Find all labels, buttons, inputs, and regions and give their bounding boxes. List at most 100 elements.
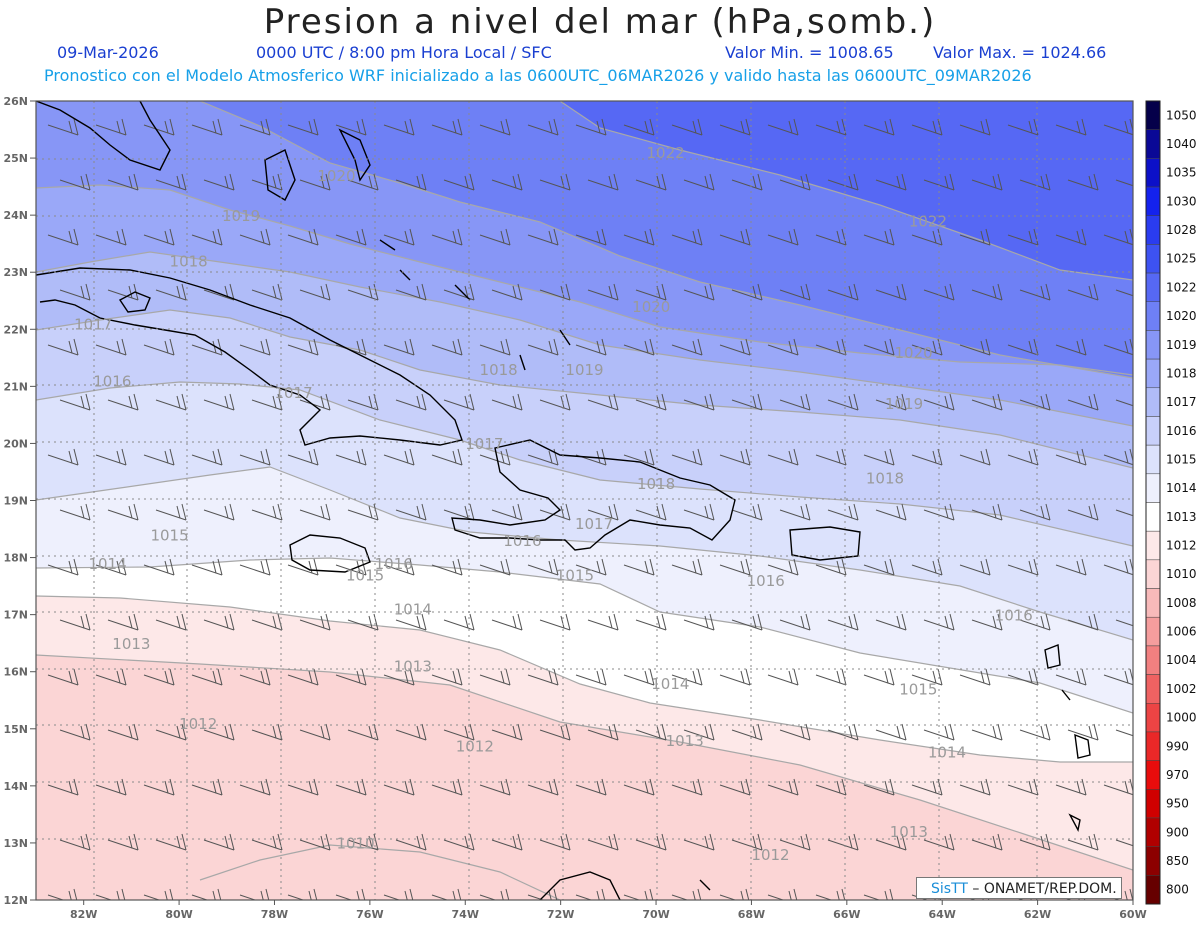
lat-label-25n: 25N (3, 152, 28, 165)
wind-barb (1007, 228, 1039, 246)
wind-barb (1067, 173, 1099, 191)
wind-barb (1007, 668, 1039, 686)
wind-barb (431, 228, 463, 246)
lesser-antilles-coast (1044, 644, 1091, 833)
wind-barb (671, 448, 703, 466)
wind-barb (815, 668, 847, 686)
wind-barb (287, 888, 318, 900)
colorbar-label: 1022 (1166, 280, 1197, 294)
wind-barb (383, 338, 415, 356)
colorbar-swatch (1145, 703, 1161, 733)
contour-label: 1012 (751, 846, 789, 864)
wind-barb (767, 888, 798, 900)
colorbar-label: 1015 (1166, 452, 1197, 466)
wind-barb (479, 228, 511, 246)
wind-barb (431, 118, 463, 136)
wind-barb (47, 448, 79, 466)
wind-barb (107, 503, 139, 521)
contour-label: 1015 (556, 566, 594, 584)
wind-barb (239, 228, 271, 246)
wind-barb (671, 228, 703, 246)
wind-barb (767, 448, 799, 466)
wind-barb (539, 283, 571, 301)
wind-barb (635, 393, 667, 411)
wind-barb (491, 723, 523, 741)
wind-barb (1103, 778, 1133, 796)
wind-barb (683, 613, 715, 631)
wind-barb (863, 888, 894, 900)
wind-barb (143, 668, 175, 686)
wind-barb (143, 778, 175, 796)
wind-barb (335, 778, 367, 796)
coastline-layer (36, 101, 1091, 900)
wind-barb (623, 338, 655, 356)
wind-barb (587, 613, 619, 631)
wind-barb (863, 558, 895, 576)
wind-barb (479, 888, 510, 900)
contour-label: 1016 (995, 606, 1033, 624)
wind-barb (143, 888, 174, 900)
wind-barb (767, 338, 799, 356)
wind-barb (875, 393, 907, 411)
wind-barb (191, 888, 222, 900)
wind-barb (239, 668, 271, 686)
wind-barb (143, 558, 175, 576)
lat-label-21n: 21N (3, 380, 28, 393)
wind-barb (731, 173, 763, 191)
contour-label: 1016 (747, 572, 785, 590)
wind-barb (1103, 338, 1133, 356)
lat-label-24n: 24N (3, 209, 28, 222)
wind-barb (335, 448, 367, 466)
wind-barb (251, 503, 283, 521)
wind-barb (623, 778, 655, 796)
wind-barb (1115, 839, 1133, 847)
wind-barb (239, 338, 271, 356)
wind-barb (47, 888, 78, 900)
contour-label: 1012 (456, 738, 494, 756)
wind-barb (383, 888, 414, 900)
wind-barb (719, 338, 751, 356)
hispaniola-coast (451, 439, 736, 551)
colorbar-label: 970 (1166, 768, 1189, 782)
colorbar-label: 1000 (1166, 711, 1197, 725)
contour-label: 1018 (170, 253, 208, 271)
wind-barb (911, 118, 943, 136)
colorbar-frame (1145, 100, 1161, 905)
wind-barb (875, 833, 907, 851)
colorbar-label: 1012 (1166, 539, 1197, 553)
wind-barb (1103, 668, 1133, 686)
wind-barb (575, 888, 606, 900)
wind-barb (959, 448, 991, 466)
wind-barb (863, 338, 895, 356)
wind-barb (1055, 668, 1087, 686)
wind-barb (383, 448, 415, 466)
contour-label: 1015 (150, 526, 188, 544)
wind-barb (395, 613, 427, 631)
wind-barb (623, 228, 655, 246)
wind-barb (1055, 118, 1087, 136)
colorbar-label: 1013 (1166, 510, 1197, 524)
wind-barb (479, 668, 511, 686)
wind-barb (623, 888, 654, 900)
wind-barb (827, 393, 859, 411)
isobar-lines (36, 101, 1133, 900)
wind-barb (587, 393, 619, 411)
colorbar-swatch (1145, 272, 1161, 303)
wind-barb (1007, 338, 1039, 356)
wind-barb (287, 668, 319, 686)
wind-barb (827, 283, 859, 301)
wind-barb (767, 228, 799, 246)
lon-label-74w: 74W (452, 908, 479, 921)
wind-barb (827, 613, 859, 631)
time-info-label: 0000 UTC / 8:00 pm Hora Local / SFC (256, 43, 552, 62)
wind-barb (143, 448, 175, 466)
wind-barb (1115, 289, 1133, 297)
sistt-logo: SisTT (931, 881, 968, 897)
contour-label: 1014 (651, 675, 689, 693)
wind-barb (299, 723, 331, 741)
lon-label-80w: 80W (165, 908, 192, 921)
wind-barb (1067, 393, 1099, 411)
wind-barb (383, 558, 415, 576)
wind-barb (1103, 448, 1133, 466)
colorbar-swatch (1145, 301, 1161, 331)
